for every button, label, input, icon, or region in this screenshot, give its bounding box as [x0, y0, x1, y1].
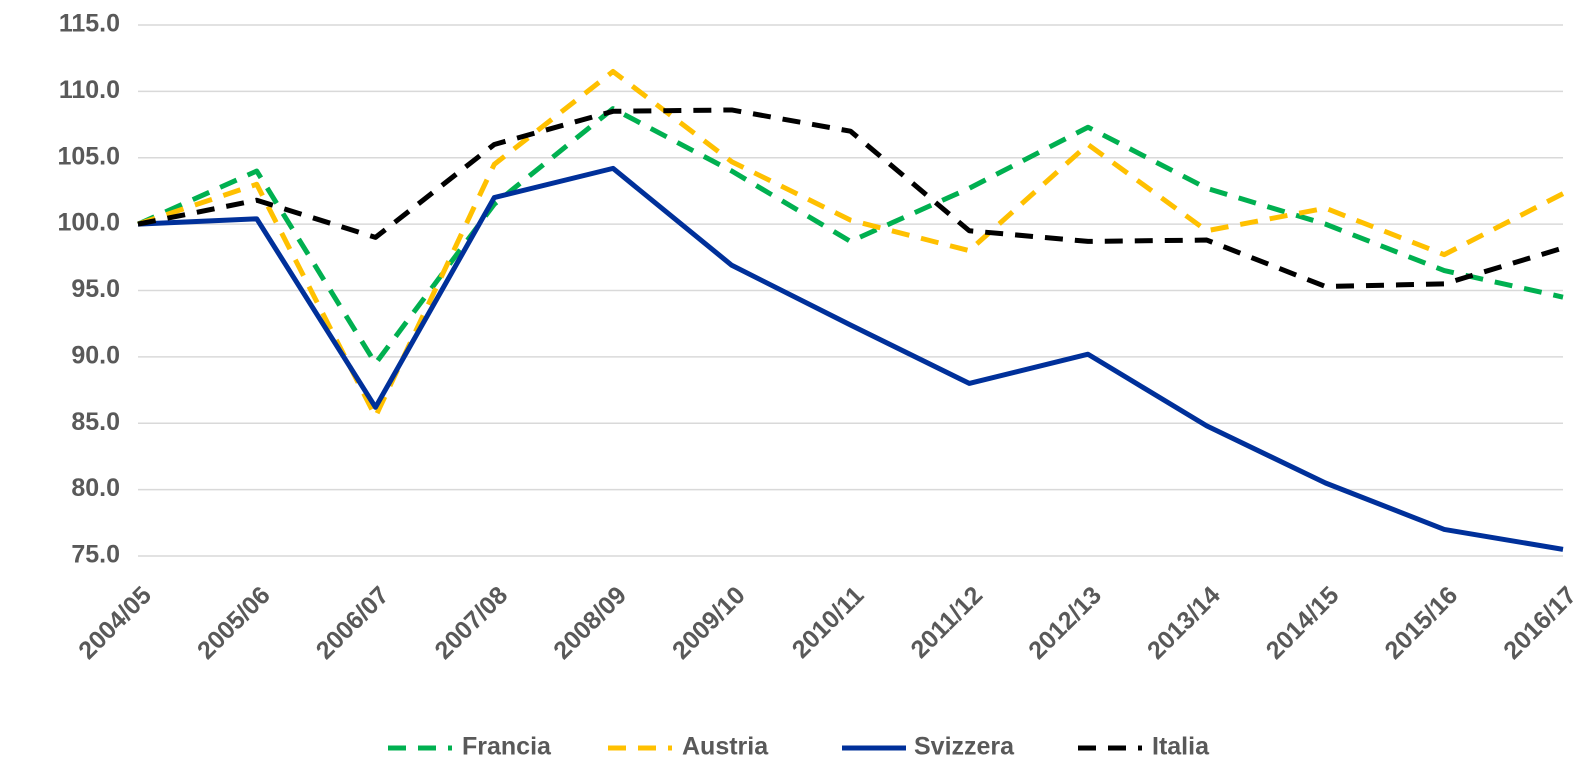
x-tick-label: 2013/14 [1142, 581, 1226, 665]
y-tick-label: 110.0 [59, 76, 120, 104]
x-tick-label: 2006/07 [311, 581, 395, 665]
legend-label: Italia [1152, 733, 1210, 761]
x-tick-label: 2011/12 [905, 581, 988, 664]
x-tick-label: 2012/13 [1023, 581, 1107, 665]
y-tick-label: 105.0 [57, 142, 120, 170]
legend-label: Svizzera [914, 733, 1015, 761]
y-tick-label: 85.0 [71, 408, 120, 436]
y-tick-label: 75.0 [71, 541, 120, 569]
x-tick-label: 2007/08 [429, 581, 513, 665]
x-tick-label: 2014/15 [1261, 581, 1345, 665]
legend-label: Austria [682, 733, 769, 761]
x-tick-label: 2008/09 [548, 581, 632, 665]
x-tick-label: 2004/05 [73, 581, 157, 665]
y-tick-label: 95.0 [71, 275, 120, 303]
y-tick-label: 80.0 [71, 474, 120, 502]
x-tick-label: 2016/17 [1498, 581, 1582, 665]
line-series [137, 68, 1565, 420]
y-tick-label: 90.0 [71, 341, 120, 369]
x-tick-label: 2010/11 [787, 581, 870, 664]
line-series [137, 107, 1564, 290]
x-tick-label: 2015/16 [1379, 581, 1463, 665]
legend-label: Francia [462, 733, 552, 761]
y-tick-label: 115.0 [59, 10, 120, 38]
line-series [137, 165, 1564, 552]
x-tick-label: 2009/10 [667, 581, 751, 665]
line-series [136, 106, 1564, 367]
y-tick-label: 100.0 [57, 209, 120, 237]
x-tick-label: 2005/06 [192, 581, 276, 665]
